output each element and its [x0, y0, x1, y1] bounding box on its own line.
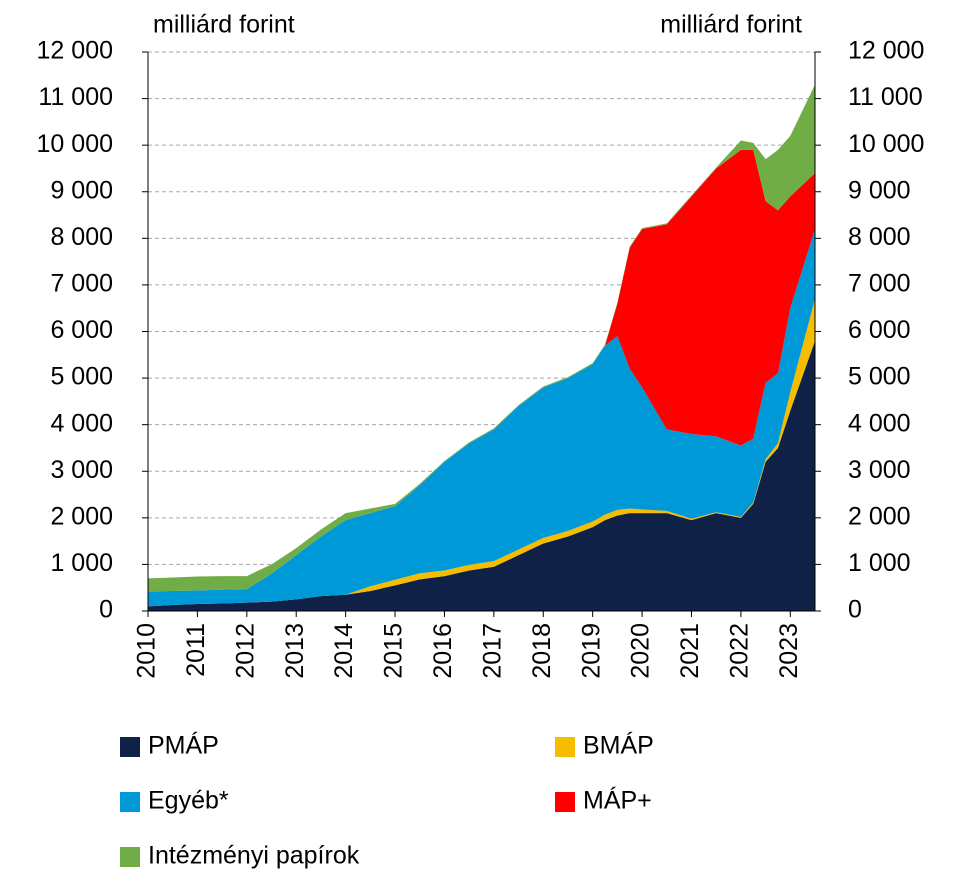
y2-tick-label: 6 000 — [848, 316, 911, 344]
y-tick-label: 10 000 — [37, 130, 113, 158]
y2-tick-label: 8 000 — [848, 223, 911, 251]
y-tick-label: 12 000 — [37, 37, 113, 65]
x-tick-label: 2012 — [231, 623, 259, 679]
x-tick-label: 2017 — [478, 623, 506, 679]
x-tick-label: 2021 — [676, 623, 704, 679]
y-tick-label: 4 000 — [50, 409, 113, 437]
y-tick-label: 5 000 — [50, 363, 113, 391]
x-tick-label: 2018 — [528, 623, 556, 679]
y2-tick-label: 1 000 — [848, 549, 911, 577]
legend-label: PMÁP — [148, 731, 219, 760]
y-tick-label: 3 000 — [50, 456, 113, 484]
y2-tick-label: 3 000 — [848, 456, 911, 484]
y2-tick-label: 5 000 — [848, 363, 911, 391]
x-tick-label: 2015 — [380, 623, 408, 679]
legend-swatch — [555, 792, 575, 812]
legend-swatch — [120, 737, 140, 757]
area — [148, 229, 815, 607]
y2-tick-label: 10 000 — [848, 130, 924, 158]
x-tick-label: 2020 — [627, 623, 655, 679]
x-tick-label: 2011 — [182, 623, 210, 677]
y-tick-label: 7 000 — [50, 270, 113, 298]
y2-tick-label: 4 000 — [848, 409, 911, 437]
legend-swatch — [120, 792, 140, 812]
x-tick-label: 2022 — [725, 623, 753, 679]
y-tick-label: 9 000 — [50, 176, 113, 204]
y-axis-label: milliárd forint — [153, 11, 295, 39]
y2-axis-label: milliárd forint — [660, 11, 802, 39]
y2-tick-label: 9 000 — [848, 176, 911, 204]
y2-tick-label: 12 000 — [848, 37, 924, 65]
y2-tick-label: 7 000 — [848, 270, 911, 298]
y-tick-label: 11 000 — [38, 83, 113, 111]
area — [148, 149, 815, 592]
legend-label: BMÁP — [583, 731, 654, 760]
y2-tick-label: 11 000 — [848, 83, 923, 111]
y2-tick-label: 0 — [848, 596, 862, 624]
x-tick-label: 2016 — [429, 623, 457, 679]
legend-label: Egyéb* — [148, 787, 229, 815]
x-tick-label: 2019 — [577, 623, 605, 679]
y2-tick-label: 2 000 — [848, 502, 911, 530]
y-tick-label: 2 000 — [50, 502, 113, 530]
legend-swatch — [555, 737, 575, 757]
x-tick-label: 2014 — [330, 623, 358, 679]
area — [148, 340, 815, 611]
y-tick-label: 0 — [99, 596, 113, 624]
legend-swatch — [120, 847, 140, 867]
x-tick-label: 2013 — [281, 623, 309, 679]
legend-label: MÁP+ — [583, 786, 652, 815]
y-tick-label: 6 000 — [50, 316, 113, 344]
legend-label: Intézményi papírok — [148, 842, 360, 870]
y-tick-label: 8 000 — [50, 223, 113, 251]
y-tick-label: 1 000 — [50, 549, 113, 577]
x-tick-label: 2010 — [133, 623, 161, 679]
x-tick-label: 2023 — [775, 623, 803, 679]
